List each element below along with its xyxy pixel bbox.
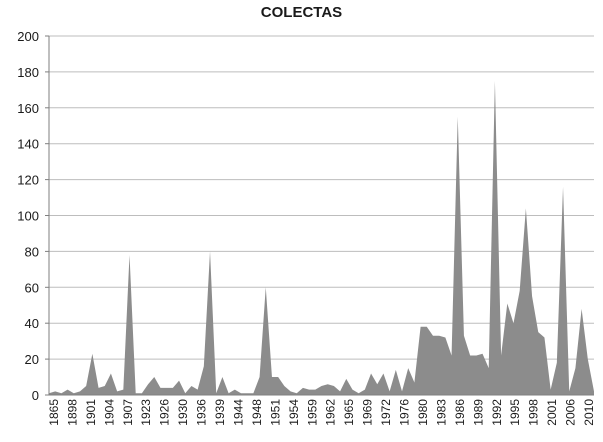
y-tick-labels: 0 20 40 60 80 100 120 140 160 180 200 xyxy=(17,29,49,403)
x-tick-1998: 1998 xyxy=(527,399,541,426)
x-tick-1962: 1962 xyxy=(324,399,338,426)
x-tick-1904: 1904 xyxy=(102,399,116,426)
x-tick-1951: 1951 xyxy=(268,399,282,426)
y-tick-20: 20 xyxy=(25,352,39,367)
x-tick-1976: 1976 xyxy=(398,399,412,426)
x-tick-1939: 1939 xyxy=(213,399,227,426)
x-tick-1965: 1965 xyxy=(342,399,356,426)
x-tick-1907: 1907 xyxy=(121,399,135,426)
x-tick-2001: 2001 xyxy=(545,399,559,426)
x-tick-1969: 1969 xyxy=(361,399,375,426)
area-series xyxy=(49,80,594,395)
x-tick-1898: 1898 xyxy=(65,399,79,426)
x-tick-1901: 1901 xyxy=(84,399,98,426)
y-tick-180: 180 xyxy=(17,65,39,80)
x-tick-1944: 1944 xyxy=(231,399,245,426)
x-tick-1865: 1865 xyxy=(47,399,61,426)
x-tick-2010: 2010 xyxy=(582,399,596,426)
y-tick-40: 40 xyxy=(25,316,39,331)
y-tick-80: 80 xyxy=(25,244,39,259)
x-tick-labels: 1865 1898 1901 1904 1907 1923 1926 1930 1936 1939… xyxy=(47,399,596,426)
y-tick-120: 120 xyxy=(17,173,39,188)
y-tick-0: 0 xyxy=(32,388,39,403)
area-fill xyxy=(49,80,594,395)
x-tick-1930: 1930 xyxy=(176,399,190,426)
x-tick-1986: 1986 xyxy=(453,399,467,426)
x-tick-1959: 1959 xyxy=(305,399,319,426)
x-tick-1923: 1923 xyxy=(139,399,153,426)
x-tick-1983: 1983 xyxy=(434,399,448,426)
x-tick-1980: 1980 xyxy=(416,399,430,426)
x-tick-1989: 1989 xyxy=(471,399,485,426)
y-tick-100: 100 xyxy=(17,209,39,224)
x-tick-1992: 1992 xyxy=(490,399,504,426)
x-tick-1995: 1995 xyxy=(508,399,522,426)
y-tick-160: 160 xyxy=(17,101,39,116)
chart-title: COLECTAS xyxy=(260,4,343,21)
x-tick-1948: 1948 xyxy=(250,399,264,426)
x-tick-1936: 1936 xyxy=(195,399,209,426)
y-tick-140: 140 xyxy=(17,137,39,152)
x-tick-2006: 2006 xyxy=(564,399,578,426)
x-tick-1926: 1926 xyxy=(158,399,172,426)
y-tick-60: 60 xyxy=(25,280,39,295)
gridlines xyxy=(49,35,594,360)
y-tick-200: 200 xyxy=(17,29,39,44)
x-tick-1972: 1972 xyxy=(379,399,393,426)
x-tick-1954: 1954 xyxy=(287,399,301,426)
